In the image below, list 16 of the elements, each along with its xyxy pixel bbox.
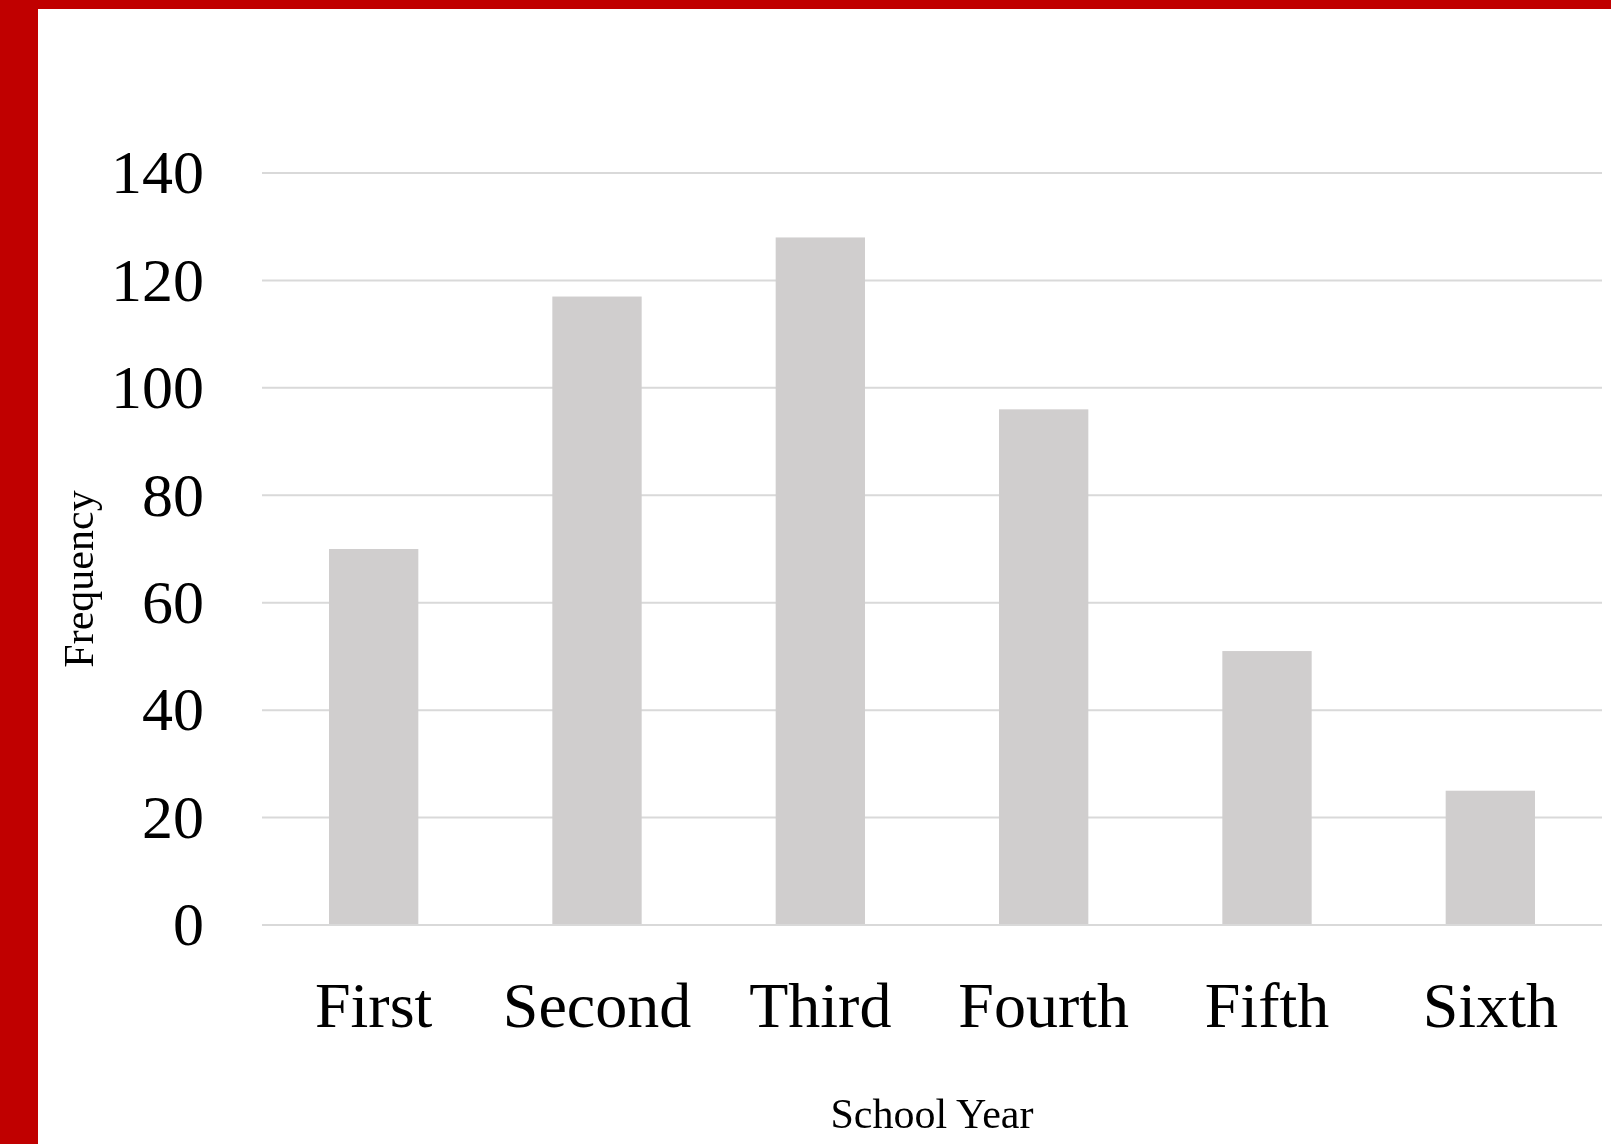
y-tick-label: 140: [111, 138, 204, 207]
x-tick-label: First: [314, 970, 433, 1041]
y-tick-label: 40: [142, 675, 204, 744]
y-tick-label: 80: [142, 460, 204, 529]
x-tick-label: Sixth: [1422, 970, 1558, 1041]
y-tick-label: 100: [111, 353, 204, 422]
y-tick-label: 60: [142, 568, 204, 637]
y-axis-title: Frequency: [56, 490, 102, 668]
y-tick-label: 0: [173, 890, 204, 959]
x-tick-label: Fifth: [1204, 970, 1330, 1041]
x-tick-label: Fourth: [958, 970, 1130, 1041]
y-tick-label: 120: [111, 245, 204, 314]
x-tick-label: Third: [749, 970, 892, 1041]
x-tick-label: Second: [502, 970, 692, 1041]
x-axis-title: School Year: [830, 1091, 1034, 1137]
y-tick-label: 20: [142, 782, 204, 851]
